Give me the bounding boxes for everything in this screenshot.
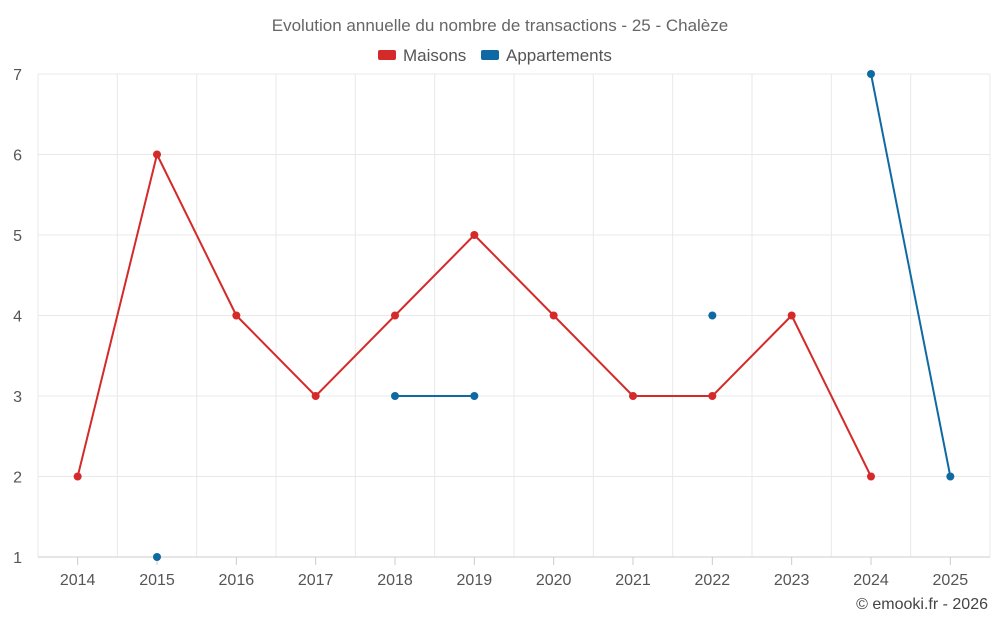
- x-tick-label: 2023: [774, 572, 810, 589]
- series-line-maisons: [314, 314, 396, 397]
- data-point-appartements[interactable]: Appartements 2019: 3: [470, 392, 479, 400]
- series-appartements: Appartements 2015: 1 Appartements 2018: 3…: [153, 70, 955, 561]
- data-point-appartements[interactable]: Appartements 2015: 1: [153, 553, 161, 561]
- y-tick-label: 1: [13, 550, 22, 567]
- series-line-maisons: [394, 234, 476, 317]
- legend-swatch-appartements: [481, 50, 499, 60]
- data-point-maisons[interactable]: Maisons 2017: 3: [311, 392, 320, 400]
- data-point-maisons[interactable]: Maisons 2019: 5: [470, 231, 479, 239]
- series-line-maisons: [76, 153, 158, 478]
- y-tick-label: 3: [13, 389, 22, 406]
- legend: Maisons Appartements: [378, 46, 612, 65]
- legend-swatch-maisons: [378, 50, 396, 60]
- data-point-maisons[interactable]: Maisons 2014: 2: [73, 472, 82, 481]
- credit-text: © emooki.fr - 2026: [856, 596, 988, 613]
- x-tick-label: 2014: [60, 572, 96, 589]
- grid: [37, 73, 991, 557]
- series: Maisons 2014: 2 Maisons 2015: 6 Maisons 20…: [73, 70, 955, 561]
- data-point-maisons[interactable]: Maisons 2023: 4: [787, 311, 796, 320]
- y-tick-label: 2: [13, 470, 22, 487]
- data-point-appartements[interactable]: Appartements 2024: 7: [867, 70, 875, 78]
- x-tick-label: 2022: [695, 572, 731, 589]
- data-point-maisons[interactable]: Maisons 2018: 4: [391, 311, 399, 320]
- data-point-maisons[interactable]: Maisons 2020: 4: [549, 311, 558, 320]
- x-tick-label: 2025: [933, 572, 969, 589]
- chart-title: Evolution annuelle du nombre de transact…: [272, 16, 728, 35]
- data-point-maisons[interactable]: Maisons 2015: 6: [153, 150, 161, 159]
- x-tick-label: 2016: [219, 572, 255, 589]
- y-tick-label: 6: [13, 148, 22, 165]
- x-tick-label: 2024: [853, 572, 889, 589]
- data-point-maisons[interactable]: Maisons 2022: 3: [708, 392, 717, 400]
- y-tick-label: 7: [13, 67, 22, 84]
- series-line-maisons: [235, 314, 317, 397]
- series-maisons: Maisons 2014: 2 Maisons 2015: 6 Maisons 20…: [73, 150, 875, 481]
- series-line-maisons: [711, 314, 793, 397]
- series-line-appartements: [870, 73, 952, 478]
- series-line-maisons: [156, 153, 238, 317]
- x-tick-label: 2019: [457, 572, 493, 589]
- series-line-maisons: [552, 314, 634, 397]
- data-point-appartements[interactable]: Appartements 2022: 4: [708, 311, 717, 320]
- y-tick-label: 5: [13, 228, 22, 245]
- x-tick-label: 2021: [615, 572, 651, 589]
- series-line-maisons: [790, 314, 872, 478]
- data-point-maisons[interactable]: Maisons 2024: 2: [867, 472, 875, 481]
- x-tick-label: 2017: [298, 572, 334, 589]
- x-tick-label: 2018: [377, 572, 413, 589]
- series-line-maisons: [473, 234, 555, 317]
- x-tick-label: 2020: [536, 572, 572, 589]
- y-tick-label: 4: [13, 309, 22, 326]
- data-point-maisons[interactable]: Maisons 2016: 4: [232, 311, 241, 320]
- axes: 1 2 3 4 5 6 7 2014 2015 2016 2017 2018 2019 2020 2021 2…: [13, 67, 990, 589]
- legend-item-maisons[interactable]: Maisons: [378, 46, 466, 65]
- data-point-maisons[interactable]: Maisons 2021: 3: [629, 392, 637, 400]
- data-point-appartements[interactable]: Appartements 2025: 2: [946, 472, 955, 481]
- legend-label-maisons: Maisons: [403, 46, 466, 65]
- legend-item-appartements[interactable]: Appartements: [481, 46, 612, 65]
- data-point-appartements[interactable]: Appartements 2018: 3: [391, 392, 399, 400]
- x-tick-label: 2015: [139, 572, 175, 589]
- legend-label-appartements: Appartements: [506, 46, 612, 65]
